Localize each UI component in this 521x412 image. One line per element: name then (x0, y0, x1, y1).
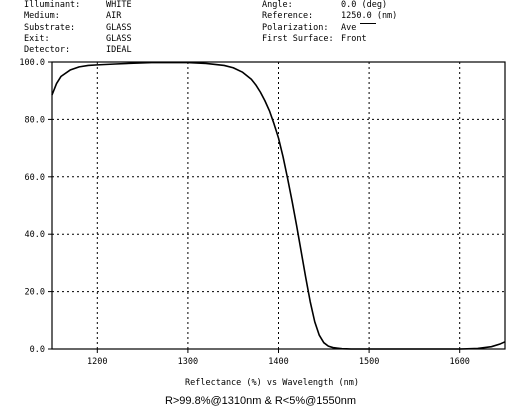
x-tick-label: 1400 (268, 357, 288, 367)
param-key: Illuminant: (24, 0, 81, 10)
param-right-row: Polarization: Ave (262, 22, 397, 34)
caption: R>99.8%@1310nm & R<5%@1550nm (164, 395, 357, 407)
param-right-row: Angle: 0.0 (deg) (262, 0, 397, 11)
x-tick-label: 1300 (178, 357, 198, 367)
x-axis-label: Reflectance (%) vs Wavelength (nm) (185, 378, 359, 388)
param-key: First Surface: (262, 33, 334, 44)
param-left-row: Substrate: GLASS (24, 23, 132, 34)
param-value: Front (341, 33, 367, 44)
parameters-right: Angle: 0.0 (deg) Reference: 1250.0 (nm) Pola… (262, 0, 397, 45)
param-value: AIR (106, 11, 122, 22)
y-tick-label: 60.0 (25, 173, 45, 183)
y-tick-label: 80.0 (25, 115, 45, 125)
param-value: GLASS (106, 22, 132, 33)
param-value: 0.0 (deg) (341, 0, 388, 10)
parameters-left: Illuminant: WHITE Medium: AIR Substrate: GLAS… (24, 0, 132, 56)
polarization-legend-line (360, 22, 377, 24)
param-right-row: First Surface: Front (262, 34, 397, 45)
x-tick-label: 1600 (449, 357, 469, 367)
param-left-row: Detector: IDEAL (24, 45, 132, 56)
x-tick-label: 1200 (87, 357, 107, 367)
param-value: IDEAL (106, 45, 132, 56)
param-key: Polarization: (262, 22, 329, 33)
reflectance-curve (51, 61, 506, 350)
param-right-row: Reference: 1250.0 (nm) (262, 11, 397, 22)
param-left-row: Illuminant: WHITE (24, 0, 132, 11)
param-left-row: Exit: GLASS (24, 34, 132, 45)
y-tick-label: 0.0 (30, 345, 45, 355)
x-tick-label: 1500 (359, 357, 379, 367)
param-value: GLASS (106, 33, 132, 44)
param-left-row: Medium: AIR (24, 11, 132, 22)
plot-frame (51, 61, 506, 350)
y-tick-label: 20.0 (25, 288, 45, 298)
param-key: Substrate: (24, 22, 76, 33)
param-key: Exit: (24, 33, 50, 44)
y-tick-label: 40.0 (25, 230, 45, 240)
param-key: Reference: (262, 11, 314, 22)
param-key: Detector: (24, 45, 71, 56)
param-value: 1250.0 (nm) (341, 11, 398, 22)
param-value: WHITE (106, 0, 132, 10)
param-key: Angle: (262, 0, 293, 10)
param-value: Ave (341, 22, 357, 33)
y-tick-label: 100.0 (19, 58, 45, 68)
param-key: Medium: (24, 11, 60, 22)
